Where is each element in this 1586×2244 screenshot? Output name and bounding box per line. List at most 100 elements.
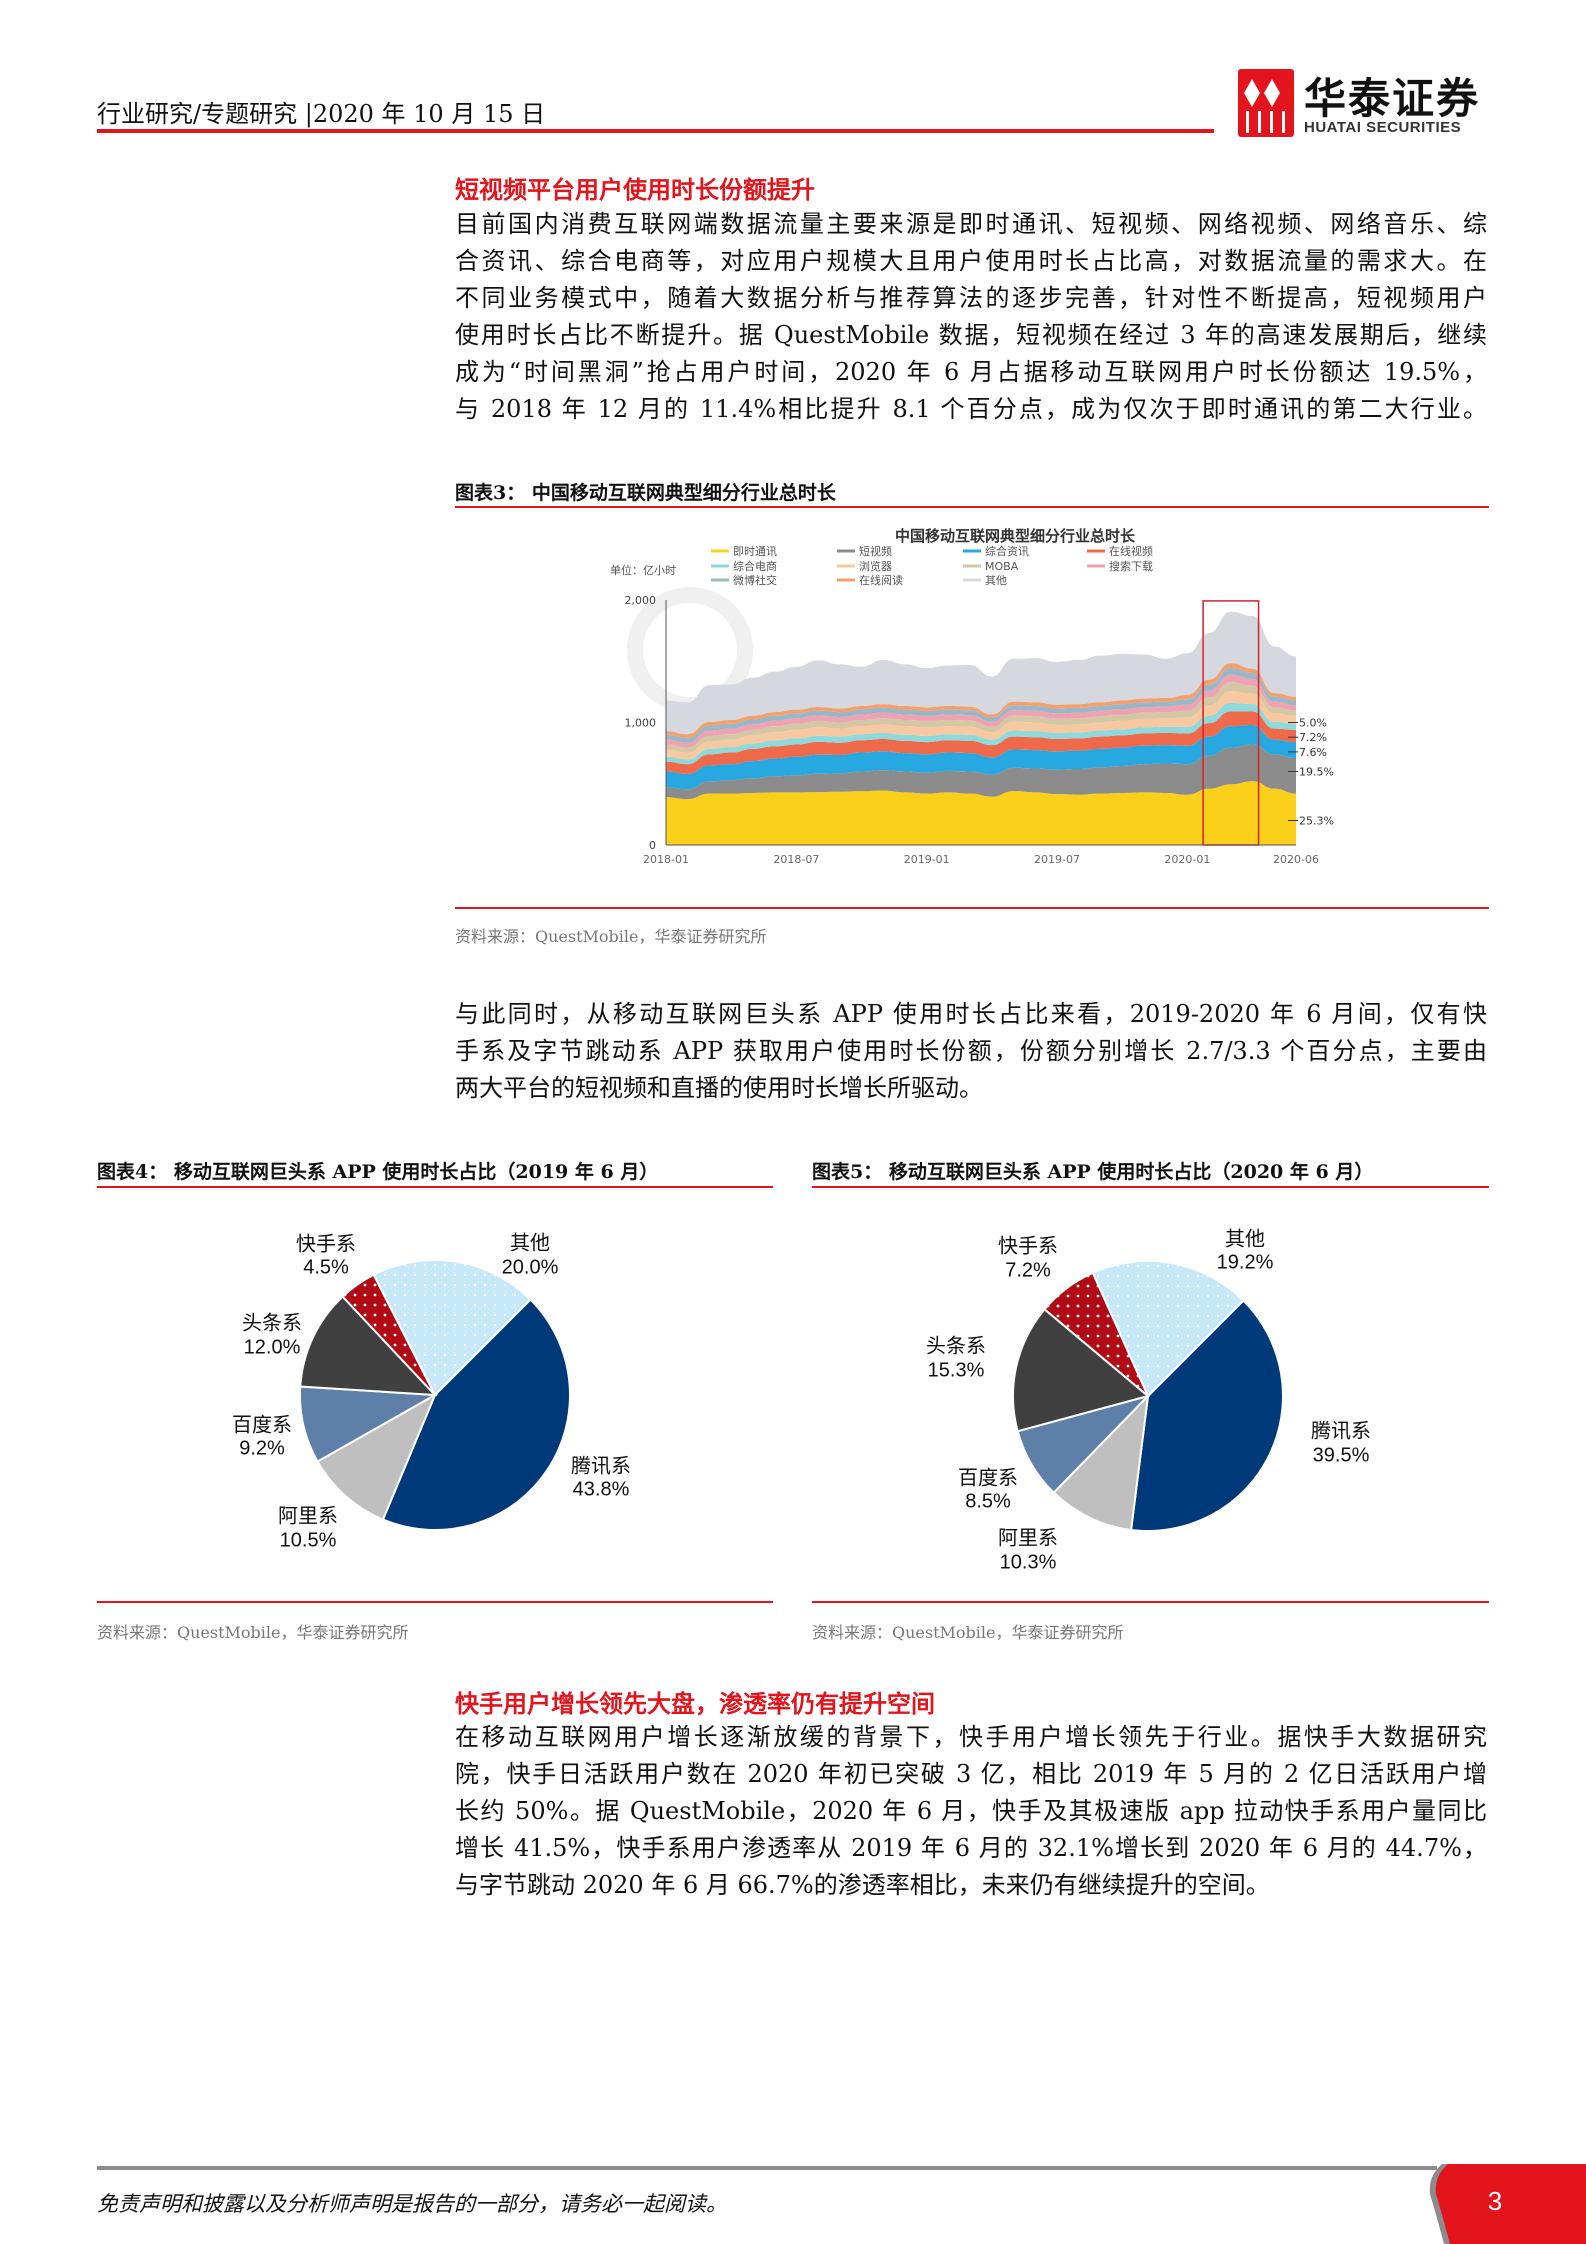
pie-slice-阿里系 <box>316 1392 438 1521</box>
figure5-source: 资料来源：QuestMobile，华泰证券研究所 <box>812 1623 1124 1642</box>
paragraph-short-video: 目前国内消费互联网端数据流量主要来源是即时通讯、短视频、网络视频、网络音乐、综 … <box>455 206 1487 428</box>
area-layer-其他 <box>666 611 1296 735</box>
text-line: 与字节跳动 2020 年 6 月 66.7%的渗透率相比，未来仍有继续提升的空间… <box>455 1871 1270 1899</box>
x-tick-label: 2018-01 <box>643 853 689 866</box>
text-line: 成为“时间黑洞”抢占用户时间，2020 年 6 月占据移动互联网用户时长份额达 … <box>455 358 1487 386</box>
y-tick-label: 1,000 <box>625 717 657 730</box>
area-layer-在线阅读 <box>666 663 1296 738</box>
legend-label: 搜索下载 <box>1109 559 1153 573</box>
pie-value-alibaba: 10.5% <box>279 1529 337 1552</box>
legend-label: 浏览器 <box>859 559 892 573</box>
area-layer-浏览器 <box>666 691 1296 760</box>
pie-slice-头条系 <box>1012 1307 1151 1433</box>
legend-label: 其他 <box>985 574 1007 587</box>
legend-label: 微博社交 <box>733 573 777 587</box>
section-heading-kuaishou: 快手用户增长领先大盘，渗透率仍有提升空间 <box>455 1689 935 1718</box>
figure4-top-rule <box>97 1186 773 1188</box>
end-annotation: 25.3% <box>1299 815 1334 828</box>
footer-disclaimer: 免责声明和披露以及分析师声明是报告的一部分，请务必一起阅读。 <box>97 2192 727 2216</box>
end-annotation: 7.6% <box>1299 746 1327 759</box>
end-annotation: 19.5% <box>1299 766 1334 779</box>
footer-divider <box>97 2166 1437 2170</box>
legend-label: 即时通讯 <box>733 545 777 558</box>
pie-slice-头条系 <box>299 1295 438 1397</box>
area-layer-MOBA <box>666 682 1296 753</box>
figure5-bottom-rule <box>812 1601 1489 1603</box>
pie-label-kuaishou: 快手系 <box>296 1231 356 1256</box>
pie-chart-2019 <box>299 1259 571 1531</box>
area-layer-综合电商 <box>666 702 1296 765</box>
report-category: 行业研究/专题研究 <box>97 100 298 128</box>
x-tick-label: 2018-07 <box>773 853 819 866</box>
figure3-top-rule <box>455 506 1489 508</box>
pie-label-baidu: 百度系 <box>958 1465 1018 1490</box>
pie-label-toutiao: 头条系 <box>926 1333 986 1358</box>
pie-slice-其他 <box>1091 1260 1245 1398</box>
huatai-logo: 华泰证券 HUATAI SECURITIES <box>1238 69 1490 137</box>
figure5-title: 图表5： 移动互联网巨头系 APP 使用时长占比（2020 年 6 月） <box>812 1161 1374 1183</box>
area-layer-综合资讯 <box>666 724 1296 790</box>
legend-label: 综合电商 <box>733 559 777 573</box>
pie-value-tencent: 43.8% <box>572 1478 630 1501</box>
pie-value-kuaishou: 7.2% <box>1005 1259 1051 1282</box>
legend-label: MOBA <box>985 560 1019 573</box>
pie-slice-其他 <box>372 1259 532 1397</box>
figure4-title: 图表4： 移动互联网巨头系 APP 使用时长占比（2019 年 6 月） <box>97 1161 659 1183</box>
brand-name-cn: 华泰证券 <box>1304 74 1481 123</box>
pie-label-other: 其他 <box>1225 1226 1265 1251</box>
pie-label-tencent: 腾讯系 <box>1311 1418 1371 1443</box>
pie-value-tencent: 39.5% <box>1312 1444 1370 1467</box>
text-line: 与此同时，从移动互联网巨头系 APP 使用时长占比来看，2019-2020 年 … <box>455 1000 1487 1028</box>
text-line: 不同业务模式中，随着大数据分析与推荐算法的逐步完善，针对性不断提高，短视频用户 <box>455 284 1487 312</box>
pie-value-other: 19.2% <box>1216 1251 1274 1274</box>
x-tick-label: 2019-01 <box>904 853 950 866</box>
figure3-source: 资料来源：QuestMobile，华泰证券研究所 <box>455 927 767 946</box>
legend-label: 在线阅读 <box>859 573 903 587</box>
pie-value-alibaba: 10.3% <box>999 1551 1057 1574</box>
pie-slice-百度系 <box>299 1385 439 1463</box>
pie-value-other: 20.0% <box>501 1256 559 1279</box>
pie-value-baidu: 8.5% <box>965 1490 1011 1513</box>
text-line: 增长 41.5%，快手系用户渗透率从 2019 年 6 月的 32.1%增长到 … <box>455 1834 1487 1862</box>
huatai-logo-icon <box>1238 69 1294 137</box>
legend-label: 在线视频 <box>1109 544 1153 558</box>
y-tick-label: 2,000 <box>625 594 657 607</box>
text-line: 使用时长占比不断提升。据 QuestMobile 数据，短视频在经过 3 年的高… <box>455 321 1487 349</box>
text-line: 与 2018 年 12 月的 11.4%相比提升 8.1 个百分点，成为仅次于即… <box>455 395 1487 423</box>
area-layer-搜索下载 <box>666 674 1296 748</box>
area-layer-短视频 <box>666 744 1296 800</box>
pie-value-kuaishou: 4.5% <box>303 1256 349 1279</box>
text-line: 院，快手日活跃用户数在 2020 年初已突破 3 亿，相比 2019 年 5 月… <box>455 1760 1487 1788</box>
unit-label: 单位：亿小时 <box>610 563 676 577</box>
area-chart: 中国移动互联网典型细分行业总时长 单位：亿小时 即时通讯 短视频 综合资讯 在线视频综… <box>610 527 1334 866</box>
pie-label-toutiao: 头条系 <box>242 1310 302 1335</box>
pie-slice-腾讯系 <box>1129 1299 1284 1532</box>
text-line: 目前国内消费互联网端数据流量主要来源是即时通讯、短视频、网络视频、网络音乐、综 <box>455 210 1487 238</box>
section-heading-short-video: 短视频平台用户使用时长份额提升 <box>455 175 815 204</box>
text-line: 两大平台的短视频和直播的使用时长增长所驱动。 <box>455 1074 983 1102</box>
area-layer-即时通讯 <box>666 781 1296 845</box>
legend-label: 综合资讯 <box>985 544 1029 558</box>
pie-label-alibaba: 阿里系 <box>998 1525 1058 1550</box>
pie-slice-阿里系 <box>1052 1393 1150 1532</box>
text-line: 长约 50%。据 QuestMobile，2020 年 6 月，快手及其极速版 … <box>455 1797 1487 1825</box>
figure3-title: 图表3： 中国移动互联网典型细分行业总时长 <box>455 482 836 504</box>
page-number-tab <box>1429 2164 1586 2244</box>
area-layer-在线视频 <box>666 711 1296 774</box>
brand-name-en: HUATAI SECURITIES <box>1304 119 1462 136</box>
pie-label-alibaba: 阿里系 <box>278 1503 338 1528</box>
figure4-source: 资料来源：QuestMobile，华泰证券研究所 <box>97 1623 409 1642</box>
figure3-bottom-rule <box>455 907 1489 909</box>
pie-label-baidu: 百度系 <box>232 1412 292 1437</box>
x-tick-label: 2019-07 <box>1034 853 1080 866</box>
page-number: 3 <box>1487 2186 1503 2216</box>
text-line: 在移动互联网用户增长逐渐放缓的背景下，快手用户增长领先于行业。据快手大数据研究 <box>455 1723 1487 1751</box>
pie-value-toutiao: 12.0% <box>243 1336 301 1359</box>
report-date: |2020 年 10 月 15 日 <box>304 100 546 128</box>
chart-title: 中国移动互联网典型细分行业总时长 <box>895 527 1136 545</box>
area-layer-微博社交 <box>666 667 1296 743</box>
end-annotation: 7.2% <box>1299 731 1327 744</box>
legend-label: 短视频 <box>859 544 892 558</box>
pie-chart-2020 <box>1012 1260 1284 1532</box>
x-tick-label: 2020-01 <box>1164 853 1210 866</box>
